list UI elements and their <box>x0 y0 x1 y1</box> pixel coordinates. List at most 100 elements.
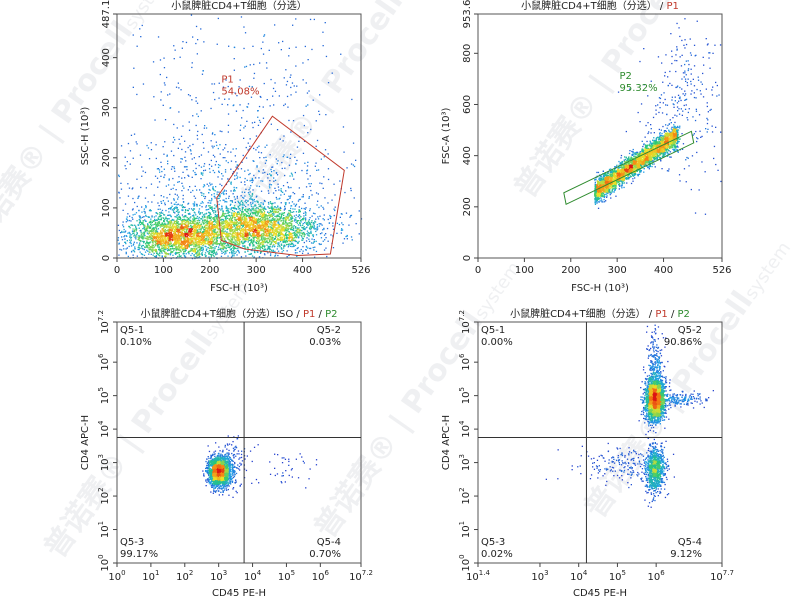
event-dot <box>124 235 126 237</box>
event-dot <box>181 243 183 246</box>
event-dot <box>173 219 175 221</box>
event-dot <box>132 249 134 251</box>
event-dot <box>239 220 241 223</box>
event-dot <box>262 218 264 220</box>
event-dot <box>312 223 314 225</box>
event-dot <box>249 221 251 223</box>
event-dot <box>285 203 287 205</box>
event-dot <box>317 218 320 220</box>
event-dot <box>309 223 311 225</box>
event-dot <box>193 238 195 240</box>
event-dot <box>183 218 185 220</box>
event-dot <box>268 231 270 233</box>
event-dot <box>249 227 252 229</box>
event-dot <box>256 215 258 217</box>
plots-layer: 小鼠脾脏CD4+T细胞（分选）0 100 200 300 400 526010020030… <box>80 0 734 599</box>
event-dot <box>169 223 172 225</box>
event-dot <box>236 213 239 215</box>
event-dot <box>257 221 259 223</box>
event-dot <box>204 254 206 256</box>
event-dot <box>254 229 256 231</box>
event-dot <box>173 166 175 168</box>
event-dot <box>214 230 216 232</box>
event-dot <box>312 246 314 249</box>
event-dot <box>279 209 282 211</box>
event-dot <box>284 220 287 222</box>
event-dot <box>259 252 262 254</box>
event-dot <box>177 243 179 245</box>
event-dot <box>179 227 181 229</box>
event-dot <box>228 214 230 216</box>
event-dot <box>223 220 225 222</box>
event-dot <box>209 220 211 222</box>
event-dot <box>226 235 228 237</box>
event-dot <box>255 212 257 215</box>
event-dot <box>298 231 300 233</box>
event-dot <box>142 232 144 234</box>
event-dot <box>303 231 305 234</box>
event-dot <box>169 248 171 250</box>
event-dot <box>177 203 179 205</box>
event-dot <box>145 231 147 233</box>
event-dot <box>210 217 212 219</box>
event-dot <box>154 249 156 252</box>
event-dot <box>211 254 213 256</box>
event-dot <box>265 249 267 251</box>
event-dot <box>298 211 300 213</box>
event-dot <box>267 247 270 249</box>
event-dot <box>238 239 240 241</box>
event-dot <box>308 219 310 221</box>
event-dot <box>155 232 158 234</box>
event-dot <box>257 207 259 209</box>
event-dot <box>177 246 180 248</box>
event-dot <box>305 246 308 248</box>
event-dot <box>226 227 228 229</box>
event-dot <box>283 218 285 220</box>
event-dot <box>188 226 190 228</box>
event-dot <box>178 237 180 239</box>
event-dot <box>212 237 214 239</box>
event-dot <box>233 207 235 209</box>
event-dot <box>279 244 281 246</box>
event-dot <box>171 233 173 236</box>
event-dot <box>255 225 257 227</box>
event-dot <box>177 255 179 258</box>
event-dot <box>294 232 296 234</box>
event-dot <box>295 227 297 229</box>
event-dot <box>210 243 212 245</box>
event-dot <box>279 239 281 241</box>
event-dot <box>207 239 210 241</box>
event-dot <box>302 227 304 229</box>
event-dot <box>275 221 278 223</box>
event-dot <box>141 256 143 259</box>
event-dot <box>312 225 314 227</box>
event-dot <box>284 228 286 230</box>
event-dot <box>326 227 329 230</box>
event-dot <box>201 226 204 228</box>
event-dot <box>244 240 246 243</box>
event-dot <box>263 234 265 236</box>
event-dot <box>226 201 228 203</box>
event-dot <box>213 228 215 231</box>
event-dot <box>199 238 201 241</box>
event-dot <box>242 196 244 199</box>
event-dot <box>278 239 280 241</box>
event-dot <box>220 230 222 232</box>
event-dot <box>180 228 182 231</box>
event-dot <box>296 231 298 234</box>
event-dot <box>297 232 299 234</box>
event-dot <box>286 199 288 201</box>
event-dot <box>185 231 187 234</box>
event-dot <box>298 229 300 231</box>
event-dot <box>254 225 256 227</box>
event-dot <box>199 248 201 250</box>
event-dot <box>149 210 152 212</box>
event-dot <box>254 226 256 228</box>
event-dot <box>277 224 279 226</box>
event-dot <box>293 245 295 247</box>
event-dot <box>180 161 182 163</box>
event-dot <box>212 252 215 254</box>
event-dot <box>171 238 173 241</box>
event-dot <box>216 226 218 228</box>
event-dot <box>121 239 124 241</box>
